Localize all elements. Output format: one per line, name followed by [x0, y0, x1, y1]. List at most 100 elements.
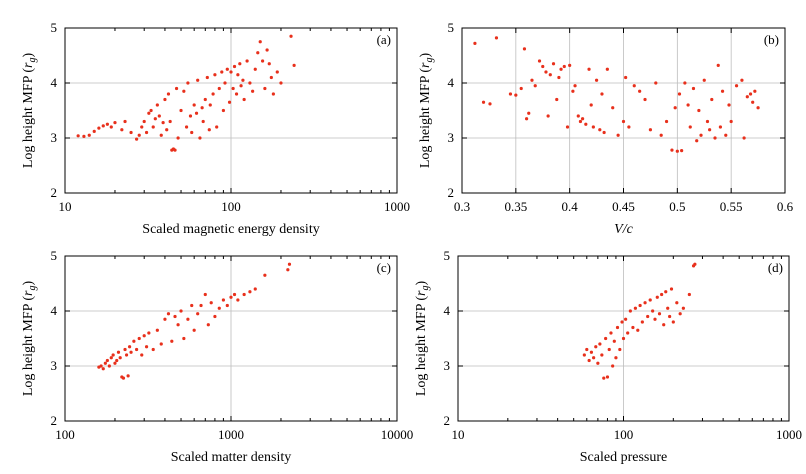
data-point [229, 295, 233, 299]
data-point [673, 106, 677, 110]
data-point [621, 336, 626, 341]
data-point [612, 339, 616, 343]
data-point [616, 133, 620, 137]
data-point [101, 124, 105, 128]
y-tick-label: 2 [51, 413, 58, 428]
data-point [135, 347, 139, 352]
x-tick-label: 100 [221, 199, 241, 214]
data-point [633, 306, 637, 310]
data-point [182, 336, 186, 341]
x-tick-label: 0.45 [612, 199, 635, 214]
data-point [206, 323, 210, 327]
data-point [473, 41, 477, 46]
data-point [229, 70, 233, 74]
data-point [522, 47, 527, 51]
data-point [124, 353, 129, 357]
data-point [118, 356, 122, 360]
data-point [651, 309, 655, 313]
data-point [541, 64, 545, 69]
data-point [718, 125, 723, 129]
data-point [203, 292, 207, 297]
data-point [662, 323, 666, 327]
data-point [598, 342, 602, 346]
data-point [163, 317, 167, 321]
data-point [691, 86, 696, 91]
data-point [573, 84, 577, 88]
data-point [643, 97, 647, 102]
data-point [533, 84, 537, 88]
data-point [611, 364, 615, 368]
data-point [211, 92, 215, 96]
data-point [184, 125, 189, 129]
data-point [555, 97, 559, 102]
data-point [265, 48, 269, 52]
data-point [263, 273, 267, 277]
data-point [587, 67, 591, 71]
data-point [205, 75, 209, 80]
data-point [263, 86, 267, 91]
panel-label: (a) [377, 32, 391, 47]
data-point [708, 128, 712, 132]
data-point [201, 119, 205, 124]
data-point [720, 89, 725, 93]
data-point [537, 59, 542, 63]
data-point [251, 89, 255, 93]
data-point [546, 114, 550, 118]
y-tick-label: 5 [51, 20, 58, 35]
data-point [292, 63, 296, 67]
data-point [580, 117, 585, 121]
data-point [271, 92, 275, 96]
data-point [591, 125, 595, 129]
data-point [140, 353, 144, 357]
data-point [643, 301, 647, 305]
data-point [97, 126, 101, 130]
data-point [688, 125, 692, 129]
data-point [594, 78, 599, 82]
data-point [269, 75, 273, 80]
data-point [602, 130, 606, 135]
data-point [589, 350, 594, 354]
data-point [636, 328, 640, 332]
data-point [207, 128, 211, 132]
data-point [530, 78, 534, 82]
data-point [123, 347, 127, 352]
data-point [157, 114, 161, 118]
data-point [605, 375, 610, 379]
data-point [578, 119, 583, 124]
data-point [680, 149, 684, 153]
data-point [109, 125, 113, 129]
data-point [576, 114, 580, 118]
data-point [220, 70, 224, 74]
panel-label: (c) [377, 260, 391, 275]
data-point [215, 125, 219, 129]
x-axis-label: Scaled magnetic energy density [142, 222, 319, 237]
data-point [161, 121, 165, 125]
x-tick-label: 1000 [384, 199, 410, 214]
data-point [602, 376, 606, 380]
data-point [508, 92, 513, 96]
data-point [176, 136, 180, 140]
data-point [565, 125, 570, 129]
data-point [129, 350, 133, 354]
data-point [691, 264, 696, 268]
data-point [592, 356, 596, 360]
data-point [234, 92, 239, 96]
data-point [87, 133, 91, 137]
data-point [109, 356, 113, 360]
data-point [713, 136, 717, 140]
data-point [192, 103, 196, 107]
y-tick-label: 3 [448, 130, 455, 145]
data-point [628, 309, 632, 313]
data-point [624, 75, 628, 80]
data-point [267, 62, 271, 66]
data-point [103, 361, 107, 365]
data-point [562, 64, 566, 69]
x-tick-label: 0.3 [454, 199, 470, 214]
panel-2: 0.3 0.35 0.4 0.45 0.5 0.55 0.6 2 3 4 5 (b) V/c Log he… [418, 20, 794, 237]
data-point [287, 262, 292, 266]
data-point [132, 339, 136, 343]
data-point [648, 298, 652, 302]
data-point [232, 64, 237, 69]
data-point [551, 62, 556, 66]
